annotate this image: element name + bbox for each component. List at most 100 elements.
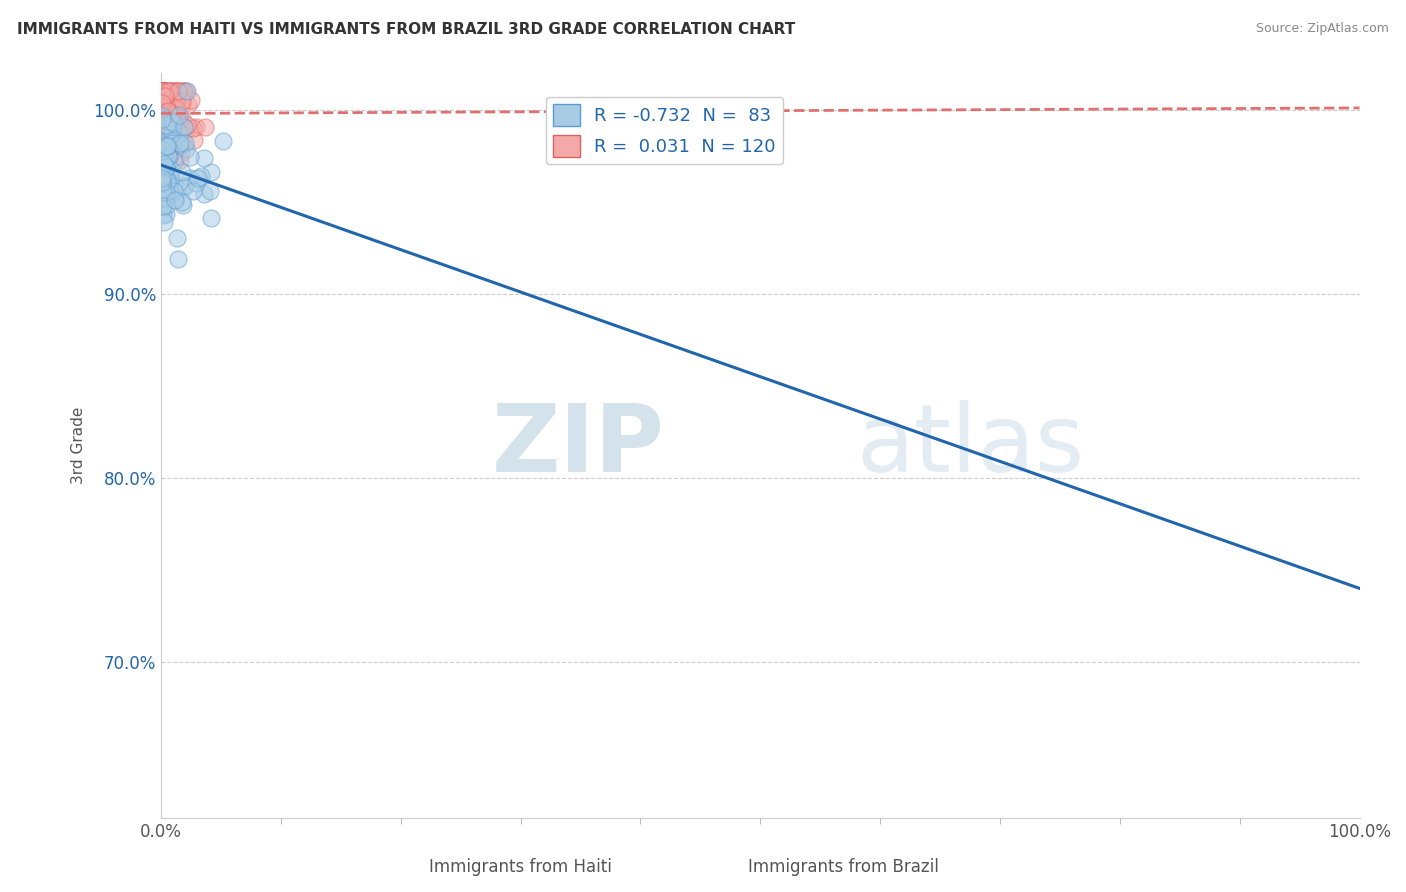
Point	[160, 123, 183, 137]
Point	[150, 84, 173, 98]
Point	[166, 106, 188, 120]
Point	[156, 109, 179, 123]
Point	[156, 139, 179, 153]
Point	[157, 149, 180, 163]
Point	[156, 198, 179, 212]
Point	[156, 138, 179, 153]
Point	[162, 86, 184, 100]
Point	[150, 84, 173, 98]
Point	[166, 252, 188, 266]
Text: Source: ZipAtlas.com: Source: ZipAtlas.com	[1256, 22, 1389, 36]
Point	[152, 84, 174, 98]
Point	[152, 87, 174, 101]
Point	[172, 135, 194, 149]
Point	[155, 118, 177, 132]
Point	[150, 135, 173, 149]
Point	[173, 120, 195, 135]
Point	[157, 131, 180, 145]
Point	[172, 194, 194, 209]
Point	[152, 122, 174, 136]
Point	[152, 106, 174, 120]
Point	[172, 198, 194, 212]
Point	[163, 193, 186, 207]
Point	[172, 113, 194, 128]
Point	[156, 136, 179, 150]
Point	[153, 120, 176, 135]
Point	[172, 180, 194, 194]
Point	[152, 84, 174, 98]
Point	[157, 105, 180, 120]
Point	[153, 148, 176, 162]
Point	[194, 120, 217, 134]
Point	[155, 191, 177, 205]
Point	[152, 186, 174, 200]
Point	[166, 230, 188, 244]
Point	[155, 89, 177, 103]
Point	[173, 178, 195, 193]
Point	[150, 148, 173, 162]
Point	[162, 86, 184, 100]
Point	[162, 162, 184, 177]
Point	[172, 165, 194, 179]
Point	[155, 207, 177, 221]
Point	[150, 123, 173, 137]
Point	[184, 176, 207, 190]
Text: Immigrants from Brazil: Immigrants from Brazil	[748, 858, 939, 876]
Point	[153, 101, 176, 115]
Point	[157, 84, 180, 98]
Point	[150, 144, 173, 158]
Point	[160, 115, 183, 129]
Point	[150, 92, 173, 106]
Point	[180, 94, 202, 108]
Point	[173, 84, 195, 98]
Text: Immigrants from Haiti: Immigrants from Haiti	[429, 858, 612, 876]
Point	[172, 94, 194, 108]
Text: atlas: atlas	[856, 400, 1084, 491]
Point	[198, 184, 221, 198]
Point	[170, 88, 193, 103]
Point	[162, 133, 184, 147]
Point	[153, 142, 176, 156]
Point	[176, 84, 198, 98]
Point	[179, 150, 201, 164]
Point	[165, 194, 187, 208]
Point	[152, 84, 174, 98]
Point	[184, 120, 207, 134]
Point	[174, 136, 197, 150]
Point	[163, 84, 186, 98]
Point	[167, 87, 190, 101]
Point	[165, 102, 187, 116]
Point	[160, 84, 183, 98]
Point	[150, 87, 173, 102]
Point	[162, 84, 184, 98]
Point	[165, 138, 187, 153]
Point	[163, 180, 186, 194]
Point	[152, 110, 174, 124]
Point	[163, 154, 186, 169]
Point	[167, 108, 190, 122]
Point	[153, 143, 176, 157]
Point	[152, 208, 174, 222]
Point	[176, 142, 198, 156]
Point	[157, 116, 180, 130]
Point	[150, 112, 173, 126]
Point	[172, 84, 194, 98]
Point	[187, 170, 209, 185]
Point	[153, 113, 176, 128]
Point	[157, 86, 180, 100]
Point	[152, 109, 174, 123]
Point	[165, 96, 187, 111]
Point	[153, 156, 176, 170]
Point	[176, 118, 198, 132]
Point	[200, 164, 222, 178]
Point	[179, 170, 201, 185]
Point	[200, 211, 222, 226]
Legend: R = -0.732  N =  83, R =  0.031  N = 120: R = -0.732 N = 83, R = 0.031 N = 120	[546, 97, 783, 164]
Point	[150, 95, 173, 110]
Point	[155, 89, 177, 103]
Point	[153, 84, 176, 98]
Point	[150, 107, 173, 121]
Point	[159, 113, 181, 128]
Point	[160, 171, 183, 186]
Point	[212, 134, 235, 148]
